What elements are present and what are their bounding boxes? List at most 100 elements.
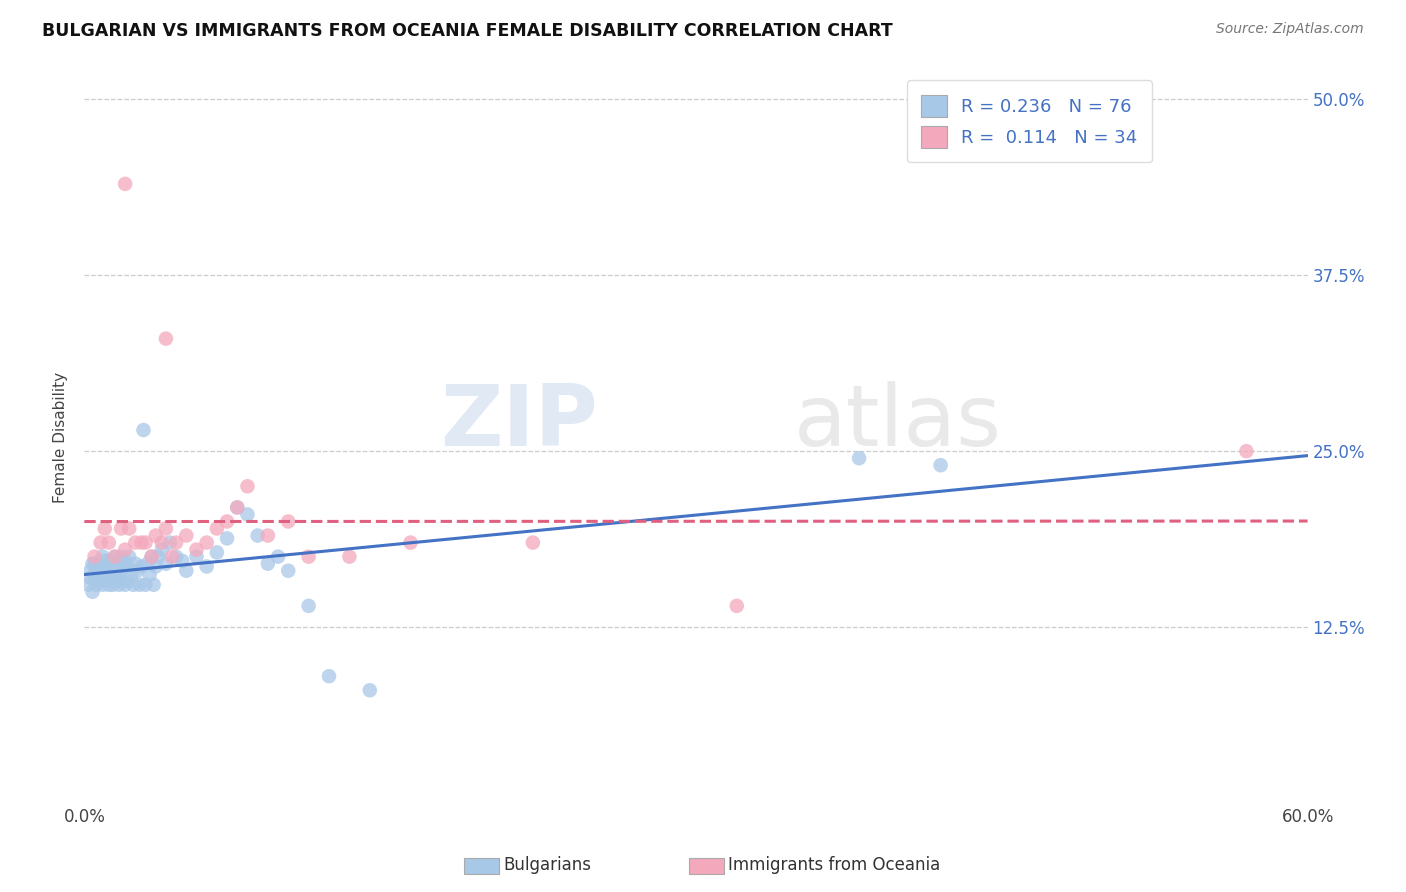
Point [101, 557, 124, 571]
Point [339, 549, 361, 564]
Y-axis label: Female Disability: Female Disability [53, 371, 69, 503]
Point [131, 559, 153, 574]
Point [217, 515, 239, 529]
Point [97, 554, 120, 568]
Point [112, 559, 135, 574]
Point [128, 578, 150, 592]
Point [725, 599, 748, 613]
Point [145, 559, 167, 574]
Point [100, 574, 122, 588]
Point [226, 500, 249, 515]
Point [100, 564, 122, 578]
Point [174, 528, 197, 542]
Point [141, 549, 163, 564]
Point [108, 578, 131, 592]
Point [114, 177, 136, 191]
Point [114, 554, 136, 568]
Point [82, 584, 104, 599]
Point [115, 574, 138, 588]
Point [105, 574, 128, 588]
Text: Bulgarians: Bulgarians [503, 856, 592, 874]
Point [165, 549, 187, 564]
Point [236, 508, 259, 522]
Point [104, 568, 127, 582]
Point [138, 568, 160, 582]
Point [96, 571, 118, 585]
Point [277, 515, 299, 529]
Point [118, 521, 141, 535]
Point [236, 479, 259, 493]
Point [96, 559, 118, 574]
Point [86, 578, 108, 592]
Point [90, 559, 112, 574]
Point [141, 549, 163, 564]
Point [246, 528, 269, 542]
Point [848, 451, 870, 466]
Point [110, 521, 132, 535]
Point [399, 535, 422, 549]
Point [142, 578, 165, 592]
Point [174, 564, 197, 578]
Point [124, 557, 146, 571]
Point [146, 549, 169, 564]
Point [359, 683, 381, 698]
Point [93, 564, 115, 578]
Point [110, 557, 132, 571]
Point [318, 669, 340, 683]
Point [91, 578, 114, 592]
Point [150, 542, 173, 557]
Point [127, 564, 149, 578]
Point [83, 549, 105, 564]
Point [145, 528, 167, 542]
Point [132, 423, 155, 437]
Point [104, 549, 127, 564]
Point [115, 559, 138, 574]
Point [159, 535, 181, 549]
Point [105, 564, 128, 578]
Point [195, 535, 218, 549]
Point [160, 549, 183, 564]
Point [93, 521, 115, 535]
Point [195, 559, 218, 574]
Point [97, 578, 120, 592]
Point [82, 557, 104, 571]
Point [522, 535, 544, 549]
Point [91, 549, 114, 564]
Point [87, 564, 110, 578]
Point [83, 557, 105, 571]
Point [104, 549, 127, 564]
Point [90, 535, 112, 549]
Text: atlas: atlas [794, 381, 1002, 464]
Point [226, 500, 249, 515]
Point [86, 571, 108, 585]
Point [186, 549, 208, 564]
Point [135, 535, 157, 549]
Point [267, 549, 290, 564]
Point [120, 568, 142, 582]
Point [101, 578, 124, 592]
Point [186, 542, 208, 557]
Point [298, 549, 321, 564]
Point [114, 542, 136, 557]
Text: Source: ZipAtlas.com: Source: ZipAtlas.com [1216, 22, 1364, 37]
Point [135, 578, 157, 592]
Point [124, 535, 146, 549]
Text: ZIP: ZIP [440, 381, 598, 464]
Point [1236, 444, 1258, 458]
Point [150, 535, 173, 549]
Point [108, 568, 131, 582]
Point [97, 535, 120, 549]
Point [83, 568, 105, 582]
Point [205, 545, 228, 559]
Point [90, 568, 112, 582]
Point [77, 578, 100, 592]
Point [79, 564, 101, 578]
Text: Immigrants from Oceania: Immigrants from Oceania [728, 856, 941, 874]
Point [83, 574, 105, 588]
Point [155, 521, 177, 535]
Point [93, 554, 115, 568]
Point [172, 554, 194, 568]
Point [131, 535, 153, 549]
Point [136, 557, 159, 571]
Point [122, 578, 145, 592]
